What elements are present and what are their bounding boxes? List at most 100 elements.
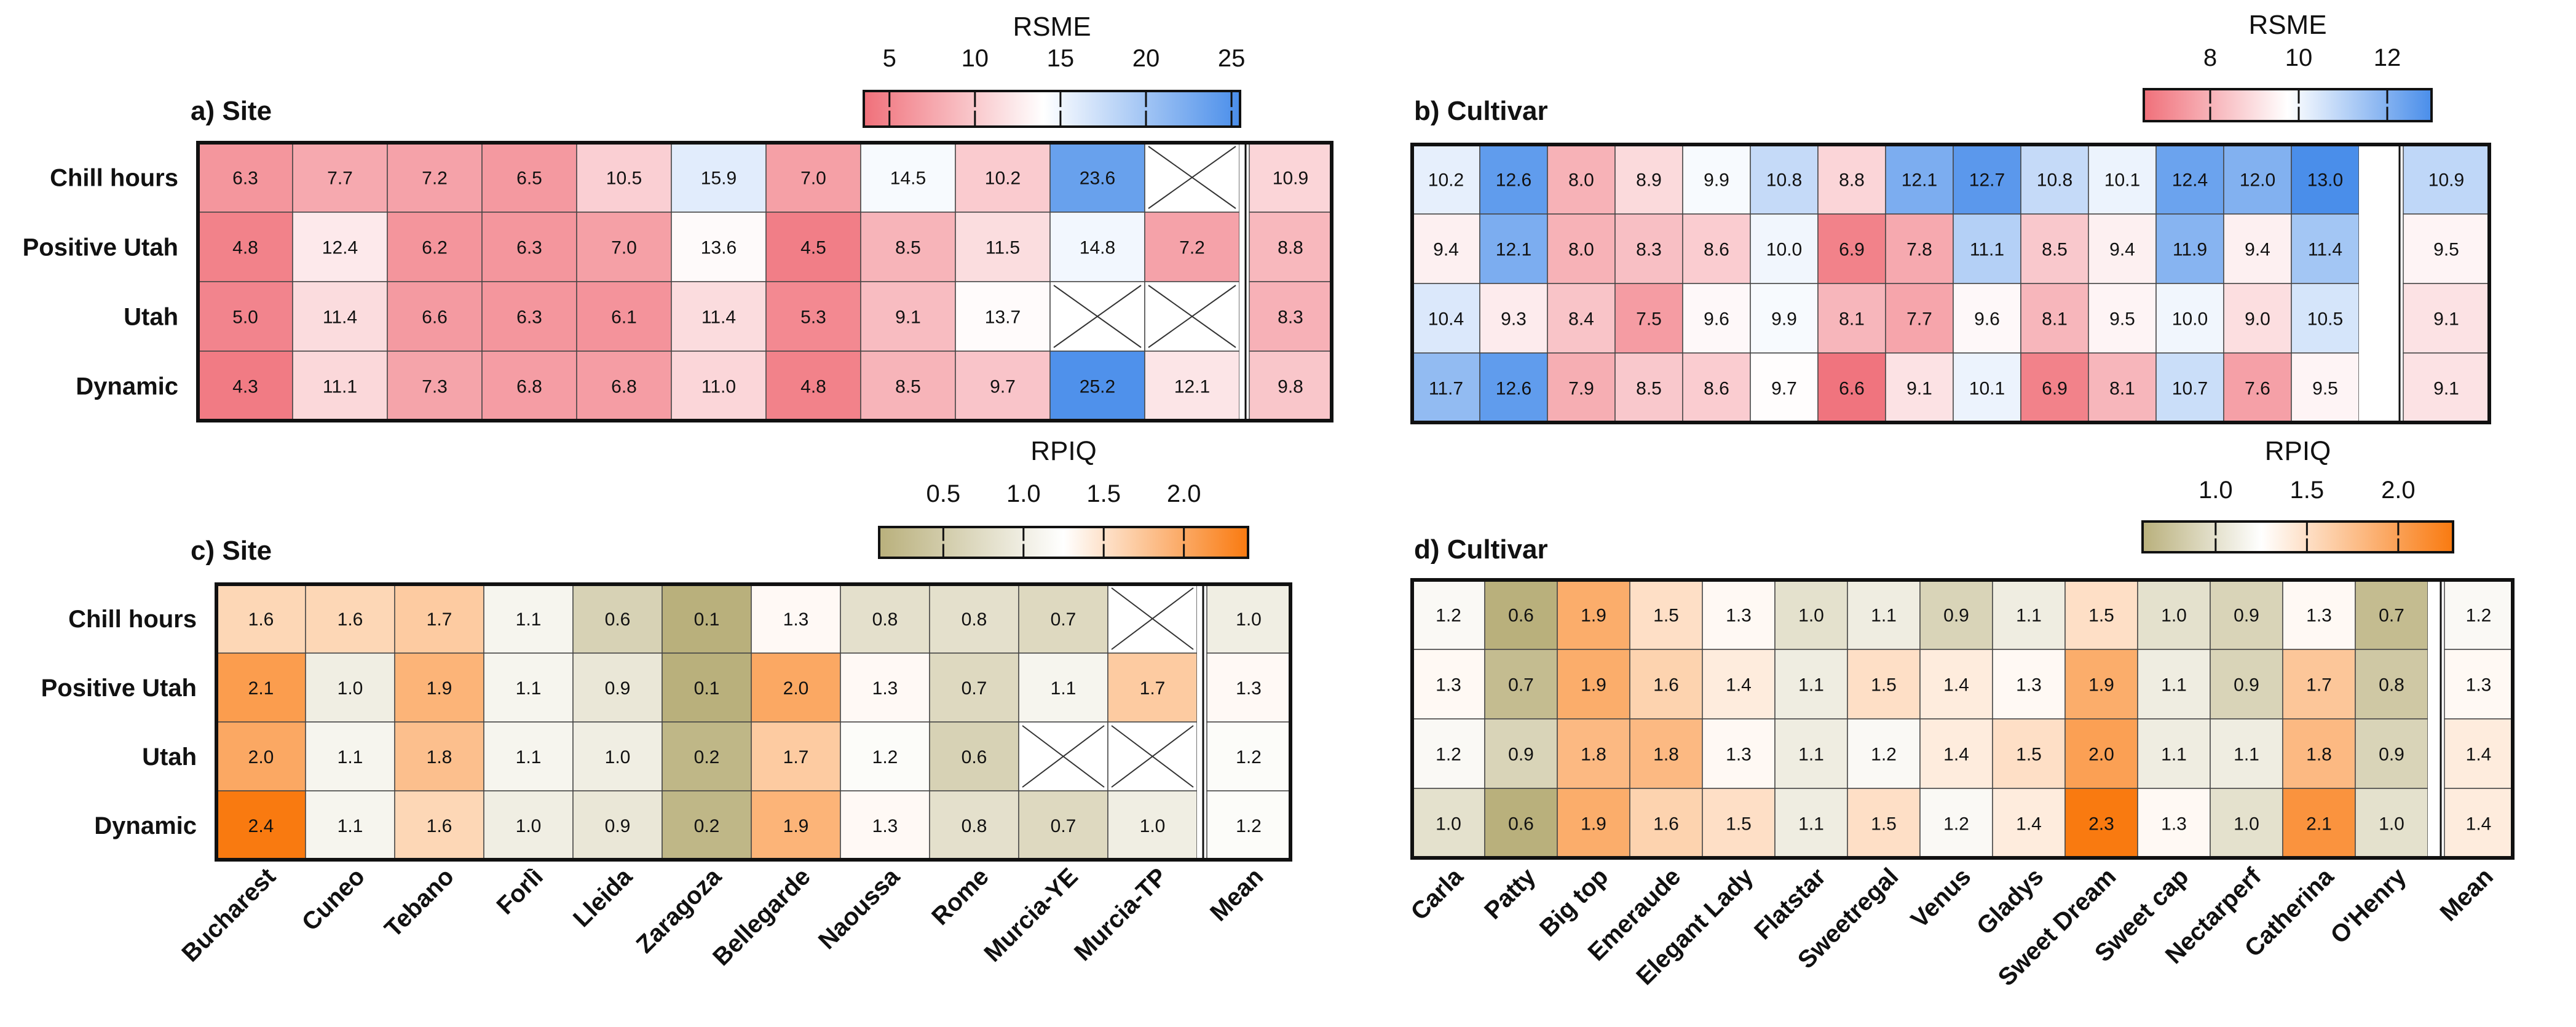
cell-value: 2.1 bbox=[2306, 814, 2332, 835]
colorbar-tick-label: 2.0 bbox=[2381, 477, 2416, 504]
heatmap-cell bbox=[1018, 652, 1108, 723]
cell-value: 23.6 bbox=[1080, 169, 1115, 189]
cell-value: 1.0 bbox=[516, 816, 542, 836]
heatmap-cell bbox=[1750, 144, 1819, 215]
cell-value: 8.6 bbox=[1704, 379, 1729, 399]
cell-value: 1.3 bbox=[2306, 606, 2332, 626]
cell-value: 25.2 bbox=[1080, 377, 1115, 397]
mean-cell bbox=[1249, 212, 1332, 282]
cell-value: 10.8 bbox=[2037, 170, 2072, 191]
heatmap-cell bbox=[1702, 649, 1776, 720]
heatmap-cell bbox=[481, 351, 577, 421]
cell-value: 12.4 bbox=[2172, 170, 2208, 191]
cell-value: 0.9 bbox=[2234, 675, 2259, 696]
cell-value: 1.2 bbox=[872, 747, 898, 767]
colorbar bbox=[2141, 520, 2454, 553]
cell-value: 11.0 bbox=[701, 377, 736, 397]
mean-value: 1.2 bbox=[2466, 606, 2492, 626]
heatmap-cell bbox=[1885, 144, 1954, 215]
heatmap-cell bbox=[1750, 352, 1819, 423]
heatmap-cell bbox=[292, 351, 388, 421]
cell-value: 12.1 bbox=[1496, 240, 1531, 260]
heatmap-cell bbox=[2020, 144, 2089, 215]
cell-value: 7.6 bbox=[2245, 379, 2270, 399]
colorbar-tick-label: 8 bbox=[2203, 44, 2217, 71]
heatmap-cell bbox=[394, 721, 484, 791]
heatmap-cell bbox=[2020, 213, 2089, 284]
heatmap-cell bbox=[1847, 649, 1921, 720]
cell-value: 6.2 bbox=[422, 238, 448, 258]
heatmap-cell bbox=[1144, 212, 1240, 282]
cell-value: 6.6 bbox=[1839, 379, 1865, 399]
heatmap-cell bbox=[1817, 352, 1886, 423]
cell-value: 1.5 bbox=[2088, 606, 2114, 626]
heatmap-cell bbox=[840, 584, 930, 654]
cell-value: 1.5 bbox=[2016, 745, 2042, 765]
mean-cell bbox=[2444, 649, 2513, 720]
heatmap-cell bbox=[2137, 579, 2211, 650]
cell-value: 1.3 bbox=[872, 678, 898, 699]
cell-value: 1.1 bbox=[1871, 606, 1897, 626]
heatmap-cell bbox=[1484, 788, 1558, 858]
colorbar bbox=[863, 90, 1241, 128]
cell-value: 14.5 bbox=[890, 169, 926, 189]
colorbar-tick-label: 25 bbox=[1218, 45, 1246, 72]
colorbar-title: RSME bbox=[2248, 10, 2326, 40]
cell-value: 12.6 bbox=[1496, 379, 1531, 399]
cell-value: 1.4 bbox=[2016, 814, 2042, 835]
cell-value: 0.9 bbox=[1943, 606, 1969, 626]
cell-value: 1.7 bbox=[427, 609, 452, 630]
heatmap-cell bbox=[1847, 788, 1921, 858]
cell-value: 0.1 bbox=[694, 678, 720, 699]
cell-value: 1.4 bbox=[1943, 675, 1969, 696]
cell-value: 0.9 bbox=[2234, 606, 2259, 626]
cell-value: 1.6 bbox=[338, 609, 363, 630]
cell-value: 10.0 bbox=[1766, 240, 1802, 260]
heatmap-cell bbox=[1049, 142, 1145, 213]
heatmap-cell bbox=[1629, 788, 1703, 858]
panel-border bbox=[1410, 578, 2515, 860]
cell-value: 7.2 bbox=[1179, 238, 1205, 258]
heatmap-cell bbox=[860, 351, 956, 421]
cell-value: 11.5 bbox=[986, 238, 1020, 258]
heatmap-cell bbox=[1412, 352, 1480, 423]
row-label: Chill hours bbox=[50, 165, 178, 192]
mean-cell bbox=[2403, 213, 2490, 284]
cell-value: 1.0 bbox=[1798, 606, 1824, 626]
heatmap-cell bbox=[1847, 718, 1921, 789]
cell-value: 10.5 bbox=[606, 169, 642, 189]
cell-value: 1.4 bbox=[1726, 675, 1752, 696]
cell-value: 0.8 bbox=[962, 609, 987, 630]
colorbar-title: RPIQ bbox=[2265, 436, 2331, 466]
heatmap-cell bbox=[1614, 283, 1683, 354]
colorbar-tick-label: 1.0 bbox=[1006, 480, 1041, 507]
mean-cell bbox=[2444, 718, 2513, 789]
heatmap-cell bbox=[662, 721, 752, 791]
cell-value: 8.8 bbox=[1839, 170, 1865, 191]
column-label: Venus bbox=[1906, 863, 1976, 933]
cell-value: 5.0 bbox=[232, 307, 258, 328]
cell-value: 10.4 bbox=[1428, 309, 1464, 330]
bottom-axis: Bucharest Cuneo Tebano Forlì LleidaZaragozaB… bbox=[176, 863, 2498, 991]
heatmap-cell bbox=[197, 212, 293, 282]
cell-value: 4.3 bbox=[232, 377, 258, 397]
cell-value: 2.0 bbox=[783, 678, 809, 699]
heatmap-cell bbox=[1817, 213, 1886, 284]
cell-value: 1.1 bbox=[516, 747, 542, 767]
cell-value: 0.7 bbox=[1508, 675, 1534, 696]
cell-value: 1.7 bbox=[2306, 675, 2332, 696]
heatmap-cell bbox=[2088, 213, 2157, 284]
cell-value: 1.9 bbox=[783, 816, 809, 836]
cell-value: 0.2 bbox=[694, 747, 720, 767]
mean-value: 10.9 bbox=[2428, 170, 2464, 191]
colorbar-title: RSME bbox=[1013, 12, 1091, 42]
cell-value: 0.7 bbox=[2379, 606, 2404, 626]
cell-value: 12.1 bbox=[1902, 170, 1937, 191]
heatmap-cell bbox=[1682, 352, 1751, 423]
panel-border bbox=[1410, 143, 2491, 424]
cell-value: 1.0 bbox=[338, 678, 363, 699]
heatmap-cell bbox=[2155, 352, 2224, 423]
heatmap-cell bbox=[1702, 788, 1776, 858]
cell-value: 9.6 bbox=[1974, 309, 2000, 330]
heatmap-cell bbox=[2282, 649, 2356, 720]
